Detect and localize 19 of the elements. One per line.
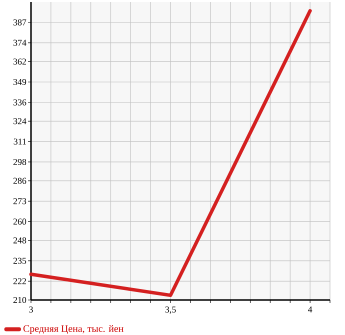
x-tick-label: 3	[29, 306, 33, 313]
x-tick-label: 3,5	[165, 306, 176, 314]
y-tick-label: 273	[13, 198, 26, 204]
y-tick-label: 298	[13, 158, 26, 166]
x-tick-label: 4	[308, 306, 312, 312]
y-tick-label: 336	[13, 99, 26, 106]
y-tick-label: 311	[14, 138, 26, 145]
y-tick-label: 210	[13, 296, 26, 304]
y-tick-label: 235	[13, 258, 26, 264]
y-tick-label: 260	[13, 218, 26, 225]
y-tick-label: 286	[13, 178, 26, 184]
y-tick-label: 387	[13, 19, 26, 26]
y-tick-label: 222	[13, 278, 26, 284]
y-tick-label: 324	[13, 118, 26, 124]
legend-label: Средняя Цена, тыс. йен	[23, 325, 124, 334]
y-tick-label: 248	[13, 237, 26, 244]
y-tick-label: 349	[13, 78, 26, 86]
y-tick-label: 374	[13, 40, 26, 46]
y-tick-label: 362	[13, 58, 26, 65]
